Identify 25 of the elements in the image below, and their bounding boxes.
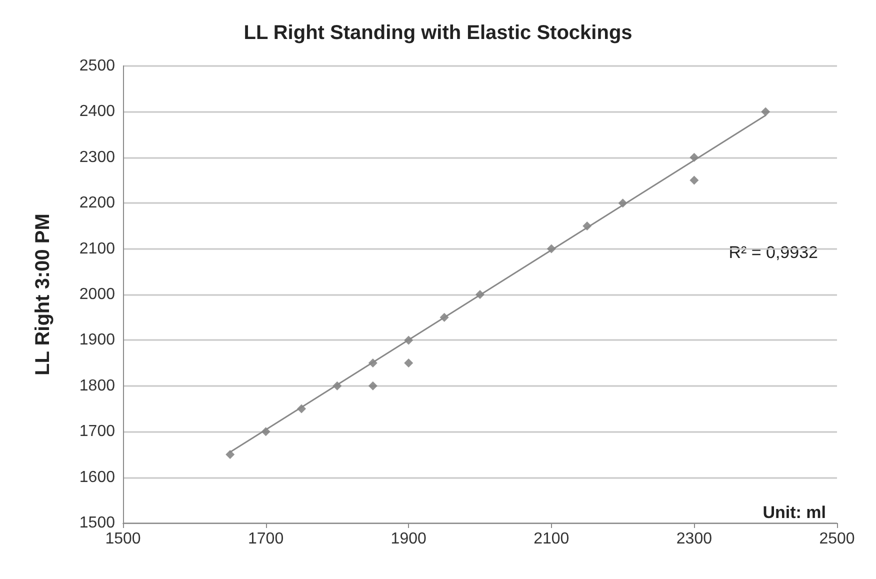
point	[690, 176, 699, 185]
point	[226, 450, 235, 459]
y-tick-label: 2200	[79, 194, 116, 212]
y-axis-title: LL Right 3:00 PM	[32, 214, 54, 376]
point	[404, 358, 414, 368]
y-tick-label: 1500	[79, 514, 116, 532]
y-tick-label: 2300	[79, 148, 116, 166]
x-tick-label: 1700	[248, 530, 284, 548]
x-tick-label: 2500	[819, 530, 855, 548]
y-tick-label: 1600	[79, 468, 116, 486]
y-tick-label: 2400	[79, 103, 116, 120]
y-tick-label: 1800	[79, 377, 116, 394]
annotation: Unit: ml	[762, 503, 826, 522]
y-tick-label: 2500	[79, 58, 116, 74]
point	[368, 381, 378, 390]
x-tick-label: 1500	[105, 530, 141, 548]
x-tick-label: 2300	[676, 530, 712, 548]
chart-title: LL Right Standing with Elastic Stockings	[244, 22, 632, 44]
y-tick-label: 2000	[79, 286, 116, 303]
x-tick-label: 1900	[390, 530, 426, 548]
y-tick-label: 2100	[79, 240, 116, 258]
point	[761, 107, 770, 116]
x-tick-label: 2100	[534, 530, 570, 548]
y-tick-label: 1900	[79, 332, 116, 349]
y-tick-label: 1700	[79, 423, 116, 440]
